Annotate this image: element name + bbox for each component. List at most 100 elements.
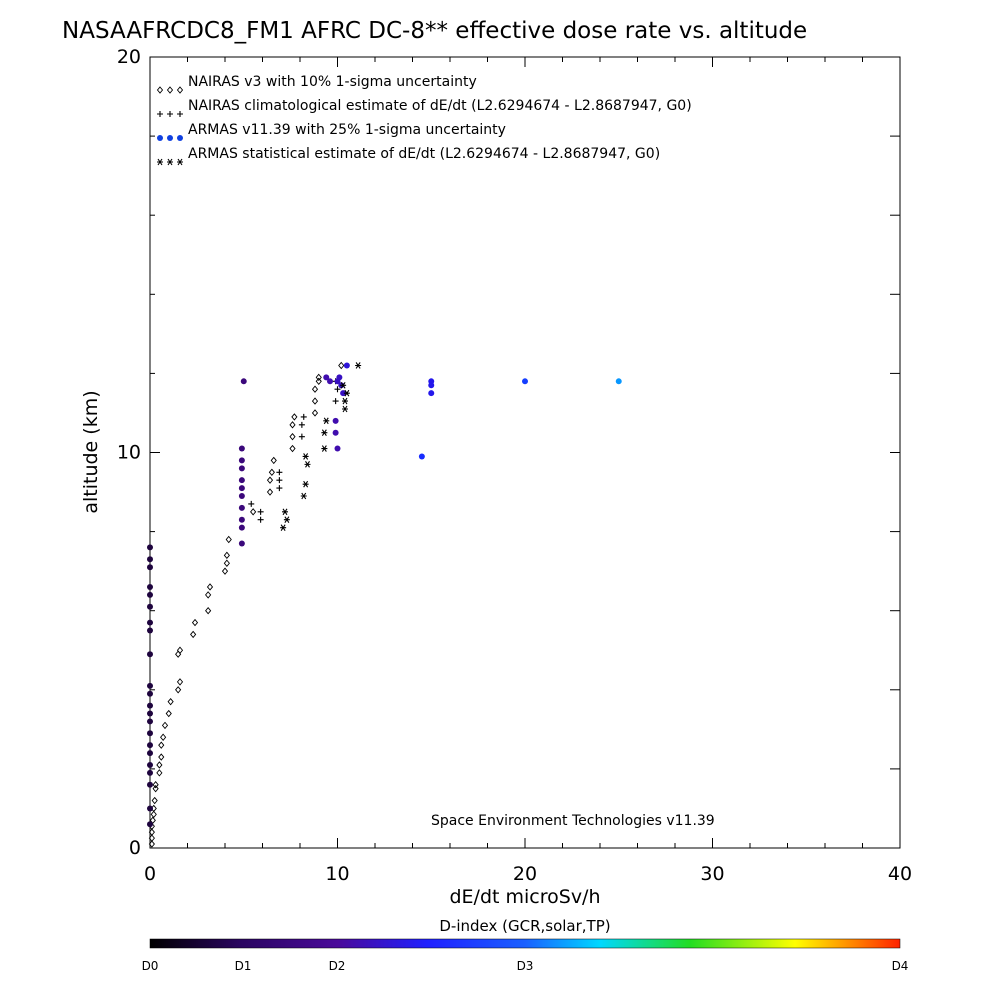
dot-point: [336, 374, 343, 381]
asterisk-point: [283, 516, 290, 524]
dot-point: [418, 453, 425, 460]
diamond-point: [152, 781, 159, 789]
diamond-point: [266, 488, 274, 496]
dot-point: [147, 651, 153, 658]
colorbar-tick-label: D4: [892, 959, 909, 973]
dot-point: [147, 821, 153, 828]
x-tick-label: 0: [144, 863, 156, 885]
dot-point: [147, 761, 153, 768]
asterisk-point: [282, 508, 288, 516]
diamond-point: [266, 476, 274, 484]
colorbar-tick-label: D1: [235, 959, 252, 973]
series-asterisk: [280, 362, 362, 531]
plus-point: [257, 508, 264, 515]
axes: 0 10 20 30 40 0 10 20: [117, 46, 912, 885]
asterisk-point: [323, 417, 330, 425]
diamond-point: [250, 508, 257, 516]
dot-point: [327, 378, 333, 385]
diamond-point: [315, 373, 322, 382]
dot-point: [147, 603, 153, 610]
y-tick-label: 20: [117, 46, 141, 68]
plus-point: [276, 469, 283, 476]
asterisk-point: [280, 524, 287, 531]
diamond-point: [338, 361, 345, 370]
plus-point: [276, 485, 283, 492]
diamond-point: [165, 709, 172, 718]
diamond-point: [205, 606, 212, 615]
asterisk-point: [300, 492, 307, 500]
diamond-point: [268, 468, 275, 476]
diamond-point: [151, 796, 158, 805]
legend-symbol: [167, 111, 173, 117]
colorbar-title: D-index (GCR,solar,TP): [439, 917, 610, 935]
legend-symbol: [157, 111, 163, 117]
dot-point: [147, 769, 153, 776]
dot-point: [147, 564, 153, 571]
dot-point: [147, 556, 153, 563]
legend-symbol: [177, 158, 183, 166]
x-tick-label: 40: [888, 863, 912, 885]
asterisk-point: [321, 429, 328, 437]
dot-point: [147, 619, 153, 626]
diamond-point: [311, 409, 319, 417]
plus-point: [300, 413, 307, 420]
plus-point: [298, 433, 305, 440]
asterisk-point: [340, 381, 347, 389]
asterisk-point: [302, 480, 309, 488]
diamond-point: [175, 650, 182, 658]
dot-point: [147, 583, 153, 590]
x-tick-label: 30: [700, 863, 724, 885]
asterisk-point: [342, 397, 348, 405]
diamond-point: [148, 834, 155, 842]
dot-point: [147, 710, 153, 717]
dot-point: [238, 465, 245, 472]
plus-point: [332, 398, 339, 405]
diamond-point: [175, 686, 182, 694]
diamond-point: [156, 769, 163, 777]
y-tick-label: 0: [129, 837, 141, 859]
plus-point: [257, 516, 264, 523]
dot-point: [332, 417, 339, 424]
asterisk-point: [342, 405, 348, 413]
plus-point: [334, 386, 341, 393]
dot-point: [238, 493, 245, 500]
diamond-point: [158, 753, 165, 761]
dot-point: [332, 429, 339, 436]
diamond-point: [311, 397, 319, 405]
legend-symbol: [176, 86, 184, 94]
legend-symbol: [177, 135, 183, 141]
legend-symbol: [157, 158, 163, 166]
dot-point: [147, 544, 153, 551]
dot-point: [147, 682, 153, 689]
diamond-point: [150, 810, 157, 819]
y-axis-label: altitude (km): [80, 390, 102, 513]
dot-point: [238, 445, 245, 452]
diamond-point: [289, 444, 296, 453]
diamond-point: [206, 583, 214, 591]
diamond-point: [152, 784, 159, 793]
diamond-point: [205, 591, 212, 599]
legend: NAIRAS v3 with 10% 1-sigma uncertainty NA…: [156, 74, 692, 166]
asterisk-point: [321, 445, 328, 452]
legend-label: NAIRAS climatological estimate of dE/dt …: [188, 98, 692, 114]
dot-point: [147, 750, 153, 757]
dot-point: [522, 378, 528, 385]
diamond-point: [161, 721, 169, 730]
legend-label: NAIRAS v3 with 10% 1-sigma uncertainty: [188, 74, 477, 90]
dot-point: [238, 524, 245, 531]
x-tick-label: 20: [513, 863, 537, 885]
series-diamond: [148, 361, 345, 848]
legend-entry: ARMAS statistical estimate of dE/dt (L2.…: [157, 146, 660, 166]
legend-entry: NAIRAS v3 with 10% 1-sigma uncertainty: [156, 74, 477, 94]
diamond-point: [148, 828, 155, 836]
dot-point: [343, 362, 350, 369]
plot-frame: [149, 56, 901, 849]
dot-point: [147, 742, 153, 749]
asterisk-point: [302, 453, 309, 460]
colorbar-tick-label: D3: [517, 959, 534, 973]
dot-point: [428, 382, 435, 389]
plus-point: [276, 477, 283, 484]
dot-point: [147, 730, 153, 737]
legend-symbol: [166, 86, 174, 94]
diamond-point: [223, 559, 230, 567]
